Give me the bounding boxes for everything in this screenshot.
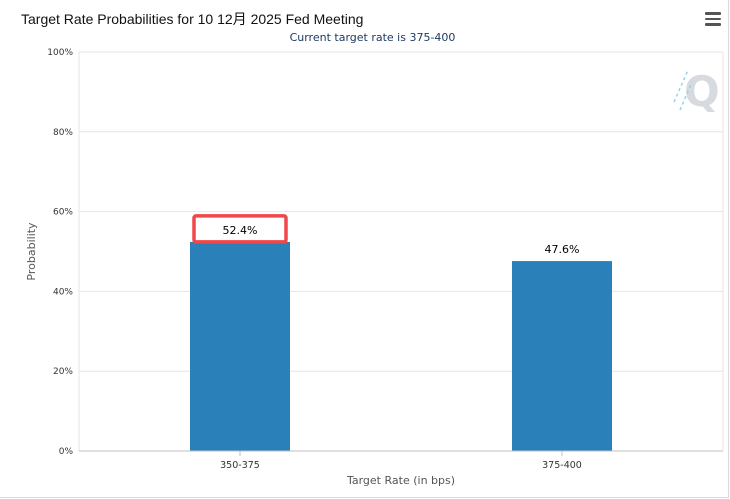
y-tick-label: 0% — [59, 447, 74, 457]
bar-350-375[interactable] — [190, 241, 290, 451]
data-label: 47.6% — [545, 243, 580, 256]
y-axis-title: Probability — [25, 222, 38, 281]
svg-text:Q: Q — [684, 67, 720, 116]
hamburger-menu-icon[interactable] — [705, 12, 721, 26]
grid-lines — [78, 51, 724, 452]
y-tick-label: 60% — [53, 208, 73, 218]
y-tick-label: 20% — [53, 367, 73, 377]
highlight-box — [192, 214, 288, 244]
y-tick-label: 100% — [47, 48, 73, 58]
chart-title: Target Rate Probabilities for 10 12月 202… — [21, 11, 364, 27]
data-label: 52.4% — [223, 224, 258, 237]
bars: 52.4% 47.6% — [190, 214, 612, 451]
x-tick-label: 350-375 — [220, 460, 260, 471]
y-tick-label: 40% — [53, 287, 73, 297]
q-logo-icon: Q — [673, 67, 720, 116]
x-tick-label: 375-400 — [542, 460, 582, 471]
y-tick-label: 80% — [53, 128, 73, 138]
bar-375-400[interactable] — [512, 261, 612, 451]
x-axis-title: Target Rate (in bps) — [346, 474, 455, 487]
y-axis-ticks: 0% 20% 40% 60% 80% 100% — [47, 48, 73, 457]
x-axis-ticks: 350-375 375-400 — [220, 451, 582, 471]
chart-subtitle: Current target rate is 375-400 — [289, 31, 456, 44]
